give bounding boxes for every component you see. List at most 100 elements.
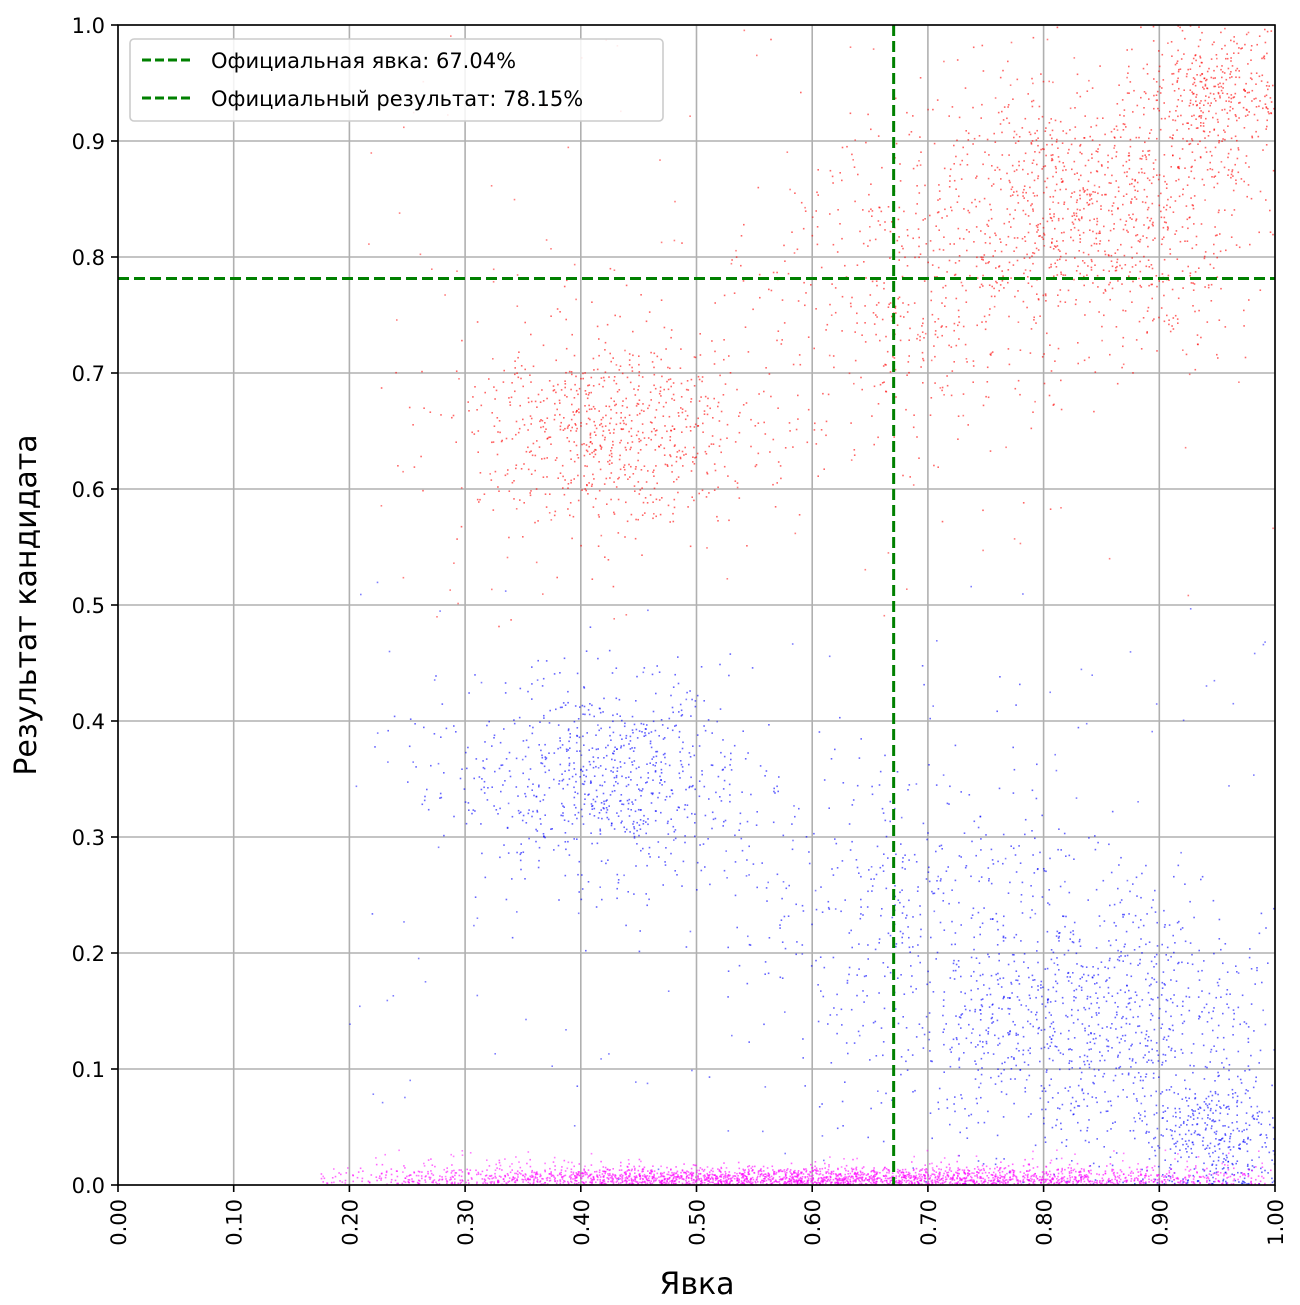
point <box>1186 1151 1188 1153</box>
point <box>1031 255 1033 257</box>
point <box>938 318 940 320</box>
point <box>1104 134 1106 136</box>
point <box>1049 213 1051 215</box>
point <box>765 367 767 369</box>
point <box>883 381 885 383</box>
point <box>1197 1117 1199 1119</box>
point <box>1008 104 1010 106</box>
point <box>633 893 635 895</box>
point <box>1238 381 1240 383</box>
point <box>1088 1064 1090 1066</box>
point <box>954 323 956 325</box>
point <box>1087 996 1089 998</box>
point <box>573 762 575 764</box>
point <box>1143 224 1145 226</box>
point <box>616 364 618 366</box>
point <box>1205 84 1207 86</box>
point <box>966 865 968 867</box>
point <box>706 547 708 549</box>
point <box>1204 199 1206 201</box>
point <box>1088 181 1090 183</box>
point <box>617 783 619 785</box>
point <box>1216 54 1218 56</box>
point <box>1256 967 1258 969</box>
point <box>1177 78 1179 80</box>
point <box>1226 994 1228 996</box>
point <box>1112 214 1114 216</box>
point <box>872 794 874 796</box>
point <box>1136 877 1138 879</box>
point <box>440 736 442 738</box>
point <box>1193 1043 1195 1045</box>
point <box>1038 175 1040 177</box>
point <box>1233 36 1235 38</box>
point <box>1045 1109 1047 1111</box>
point <box>1151 1146 1153 1148</box>
point <box>683 861 685 863</box>
point <box>982 1041 984 1043</box>
point <box>1137 105 1139 107</box>
point <box>1087 189 1089 191</box>
point <box>1046 187 1048 189</box>
point <box>924 280 926 282</box>
point <box>1209 1118 1211 1120</box>
point <box>1216 234 1218 236</box>
point <box>1041 996 1043 998</box>
point <box>468 410 470 412</box>
point <box>1113 228 1115 230</box>
point <box>1218 1157 1220 1159</box>
point <box>538 786 540 788</box>
point <box>1230 40 1232 42</box>
point <box>903 211 905 213</box>
point <box>992 1004 994 1006</box>
point <box>644 437 646 439</box>
point <box>670 818 672 820</box>
point <box>569 778 571 780</box>
point <box>1091 245 1093 247</box>
point <box>1153 95 1155 97</box>
point <box>587 385 589 387</box>
point <box>1188 987 1190 989</box>
point <box>1235 1163 1237 1165</box>
point <box>594 808 596 810</box>
point <box>1225 1159 1227 1161</box>
point <box>1143 256 1145 258</box>
point <box>1267 31 1269 33</box>
point <box>956 298 958 300</box>
point <box>965 1009 967 1011</box>
point <box>1145 1076 1147 1078</box>
point <box>934 382 936 384</box>
point <box>532 783 534 785</box>
point <box>707 405 709 407</box>
point <box>972 381 974 383</box>
point <box>1166 1120 1168 1122</box>
point <box>613 481 615 483</box>
point <box>584 714 586 716</box>
point <box>756 824 758 826</box>
point <box>1139 285 1141 287</box>
point <box>634 724 636 726</box>
point <box>1140 239 1142 241</box>
point <box>1029 995 1031 997</box>
point <box>1182 349 1184 351</box>
point <box>987 262 989 264</box>
point <box>1175 180 1177 182</box>
point <box>861 334 863 336</box>
point <box>1166 1089 1168 1091</box>
point <box>591 443 593 445</box>
point <box>691 379 693 381</box>
point <box>488 378 490 380</box>
point <box>1135 1032 1137 1034</box>
point <box>1108 254 1110 256</box>
point <box>546 239 548 241</box>
point <box>868 869 870 871</box>
point <box>639 441 641 443</box>
point <box>586 444 588 446</box>
point <box>942 900 944 902</box>
point <box>1014 131 1016 133</box>
point <box>939 845 941 847</box>
point <box>706 496 708 498</box>
point <box>1055 120 1057 122</box>
point <box>942 1031 944 1033</box>
point <box>608 429 610 431</box>
